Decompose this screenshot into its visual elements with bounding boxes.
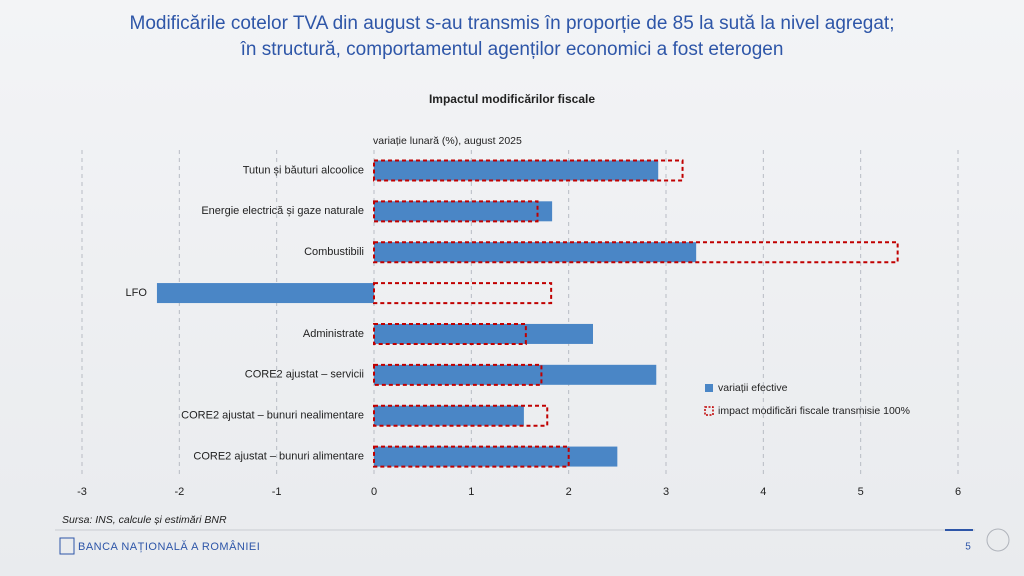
bar [373, 200, 539, 223]
logo [59, 537, 75, 555]
category-label: LFO [126, 287, 148, 299]
x-tick-label: 2 [566, 486, 572, 498]
legend-swatch [705, 384, 713, 392]
footer-bank: BANCA NAȚIONALĂ A ROMÂNIEI [78, 540, 260, 553]
category-label: Combustibili [304, 246, 364, 258]
category-label: CORE2 ajustat – bunuri alimentare [193, 450, 364, 462]
category-label: CORE2 ajustat – bunuri nealimentare [181, 410, 364, 422]
category-label: Administrate [303, 328, 364, 340]
x-tick-label: 6 [955, 486, 961, 498]
x-tick-label: 4 [760, 486, 766, 498]
axis-label: variație lunară (%), august 2025 [373, 135, 522, 147]
page-number: 5 [965, 542, 971, 553]
bar [373, 159, 684, 182]
category-label: Tutun și băuturi alcoolice [243, 164, 364, 176]
x-tick-label: 0 [371, 486, 377, 498]
legend-swatch [704, 406, 714, 416]
bar [373, 404, 549, 427]
bar [373, 445, 570, 468]
bar [373, 322, 527, 345]
category-label: Energie electrică și gaze naturale [201, 205, 364, 217]
x-tick-label: -2 [174, 486, 184, 498]
bar [373, 241, 899, 264]
x-tick-label: 5 [858, 486, 864, 498]
bar [373, 282, 553, 305]
source: Sursa: INS, calcule și estimări BNR [62, 514, 227, 526]
bar [374, 201, 553, 222]
bar [374, 242, 697, 263]
slide-title: Modificările cotelor TVA din august s-au… [130, 13, 895, 34]
category-label: CORE2 ajustat – servicii [245, 369, 364, 381]
bar [156, 283, 374, 304]
x-tick-label: -1 [272, 486, 282, 498]
bar [374, 323, 593, 344]
legend-label: impact modificări fiscale transmisie 100… [718, 405, 910, 417]
bar [374, 160, 659, 181]
chart-title: Impactul modificărilor fiscale [429, 92, 595, 106]
x-tick-label: -3 [77, 486, 87, 498]
x-tick-label: 3 [663, 486, 669, 498]
bar [374, 446, 618, 467]
bar [373, 363, 543, 386]
slide-title: în structură, comportamentul agenților e… [240, 39, 784, 60]
bar [374, 364, 657, 385]
x-tick-label: 1 [468, 486, 474, 498]
logo-mark [986, 528, 1010, 552]
bar [374, 405, 524, 426]
legend-label: variații efective [718, 382, 788, 394]
